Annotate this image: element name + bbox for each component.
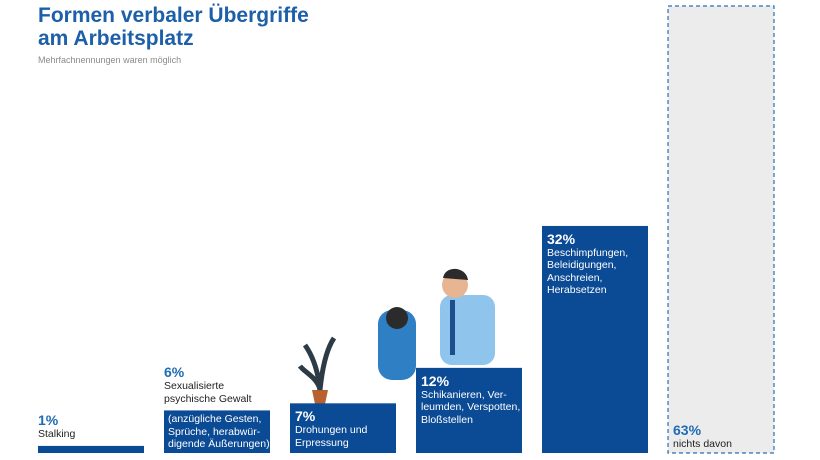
bar [38,445,144,453]
value-label: 32% [547,230,576,247]
value-label: 63% [673,421,702,438]
category-label: Schikanieren, Ver- leumden, Verspotten, … [421,388,521,426]
bar [416,367,522,453]
category-label: Stalking [38,428,76,441]
category-label: Sexualisierte psychische Gewalt [164,380,252,405]
bar [164,410,270,453]
value-label: 1% [38,412,59,429]
bar [667,5,775,454]
category-note: (anzügliche Gesten, Sprüche, herabwür- d… [168,413,270,451]
bar-label: 7% Drohungen und Erpressung [295,408,367,449]
bar-label: 12% Schikanieren, Ver- leumden, Verspotte… [421,373,520,427]
value-label: 6% [164,364,185,381]
bar-label: 32% Beschimpfungen, Beleidigungen, Anschr… [547,231,628,297]
value-label: 12% [421,372,450,389]
bar [290,403,396,453]
bar [542,225,648,453]
category-label: Drohungen und Erpressung [295,424,368,449]
bar-label: 1% Stalking [38,412,75,441]
chart-subtitle: Mehrfachnennungen waren möglich [38,55,182,65]
category-label: nichts davon [673,437,732,450]
chart-title: Formen verbaler Übergriffe am Arbeitspla… [38,4,309,50]
category-label: Beschimpfungen, Beleidigungen, Anschreie… [547,246,629,297]
bar-label: 6% Sexualisierte psychische Gewalt [164,364,252,405]
bar-label: 63% nichts davon [673,422,732,451]
illustration [297,268,495,404]
value-label: 7% [295,408,316,425]
